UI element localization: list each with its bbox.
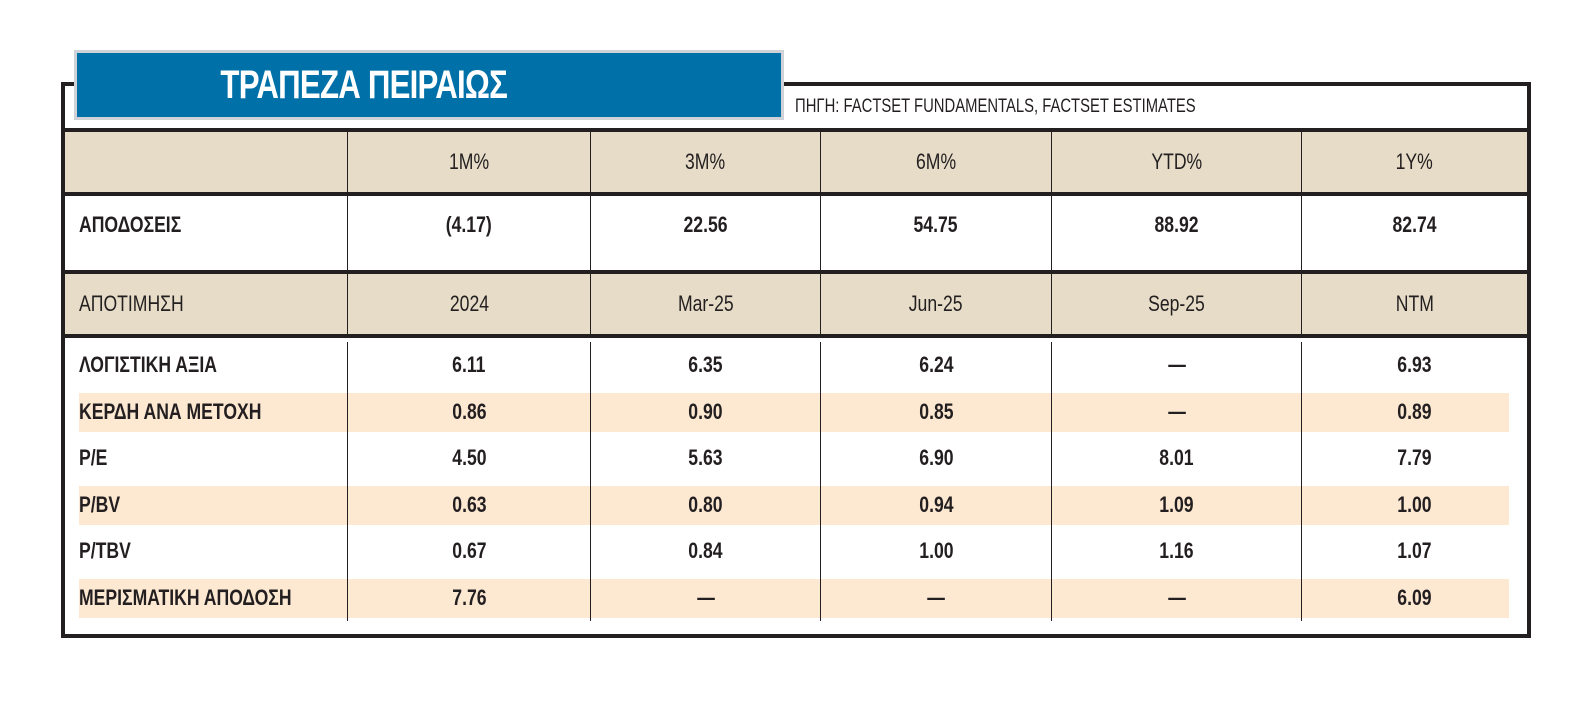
title-banner-inner: ΤΡΑΠΕΖΑ ΠΕΙΡΑΙΩΣ	[77, 53, 781, 117]
table-cell: 1.00	[1301, 481, 1527, 528]
table-cell: 1.16	[1051, 528, 1301, 575]
row-label: ΑΠΟΔΟΣΕΙΣ	[79, 212, 182, 237]
table-cell: —	[590, 574, 820, 621]
header-cell-valuation: ΑΠΟΤΙΜΗΣΗ	[79, 291, 184, 316]
table-row-dividend-yield: ΜΕΡΙΣΜΑΤΙΚΗ ΑΠΟΔΟΣΗ 7.76 — — — 6.09	[65, 574, 1527, 621]
table-row-pbv: P/BV 0.63 0.80 0.94 1.09 1.00	[65, 481, 1527, 528]
table-cell: 6.24	[820, 342, 1051, 389]
table-cell: (4.17)	[347, 196, 590, 270]
stock-data-table: 1M% 3M% 6M% YTD% 1Y% ΑΠΟΔΟΣΕΙΣ (4.17) 22…	[65, 128, 1527, 629]
table-cell: 4.50	[347, 435, 590, 482]
table-cell: 6.11	[347, 342, 590, 389]
header-cell-mar25: Mar-25	[590, 274, 820, 334]
table-cell: 6.90	[820, 435, 1051, 482]
table-cell: 6.93	[1301, 342, 1527, 389]
source-note: ΠΗΓΗ: FACTSET FUNDAMENTALS, FACTSET ESTI…	[795, 96, 1196, 117]
performance-row: ΑΠΟΔΟΣΕΙΣ (4.17) 22.56 54.75 88.92 82.74	[65, 196, 1527, 270]
table-cell: 6.09	[1301, 574, 1527, 621]
table-cell: 0.94	[820, 481, 1051, 528]
table-cell: 0.86	[347, 388, 590, 435]
table-cell: 0.84	[590, 528, 820, 575]
table-cell: 7.79	[1301, 435, 1527, 482]
header-cell-6m: 6M%	[820, 132, 1051, 192]
table-cell: —	[1051, 388, 1301, 435]
valuation-body: ΛΟΓΙΣΤΙΚΗ ΑΞΙΑ 6.11 6.35 6.24 — 6.93 ΚΕΡ…	[65, 342, 1527, 629]
performance-header-row: 1M% 3M% 6M% YTD% 1Y%	[65, 128, 1527, 196]
header-cell-sep25: Sep-25	[1051, 274, 1301, 334]
table-cell: 54.75	[820, 196, 1051, 270]
table-cell: 0.80	[590, 481, 820, 528]
table-row-book-value: ΛΟΓΙΣΤΙΚΗ ΑΞΙΑ 6.11 6.35 6.24 — 6.93	[65, 342, 1527, 389]
table-cell: 0.89	[1301, 388, 1527, 435]
header-cell-ytd: YTD%	[1051, 132, 1301, 192]
page-title: ΤΡΑΠΕΖΑ ΠΕΙΡΑΙΩΣ	[220, 62, 508, 107]
table-cell: 82.74	[1301, 196, 1527, 270]
header-cell-1y: 1Y%	[1301, 132, 1527, 192]
table-cell: —	[1051, 574, 1301, 621]
row-label: P/E	[79, 445, 108, 471]
table-row-ptbv: P/TBV 0.67 0.84 1.00 1.16 1.07	[65, 528, 1527, 575]
table-cell: —	[820, 574, 1051, 621]
table-cell: 0.90	[590, 388, 820, 435]
header-cell-3m: 3M%	[590, 132, 820, 192]
table-cell: 0.63	[347, 481, 590, 528]
table-cell: 22.56	[590, 196, 820, 270]
row-label: ΛΟΓΙΣΤΙΚΗ ΑΞΙΑ	[79, 352, 217, 378]
row-label: ΜΕΡΙΣΜΑΤΙΚΗ ΑΠΟΔΟΣΗ	[79, 584, 292, 610]
valuation-header-row: ΑΠΟΤΙΜΗΣΗ 2024 Mar-25 Jun-25 Sep-25 NTM	[65, 270, 1527, 338]
table-cell: 0.67	[347, 528, 590, 575]
header-cell-2024: 2024	[347, 274, 590, 334]
table-cell: 0.85	[820, 388, 1051, 435]
header-cell-1m: 1M%	[347, 132, 590, 192]
table-cell: 1.00	[820, 528, 1051, 575]
table-row-eps: ΚΕΡΔΗ ΑΝΑ ΜΕΤΟΧΗ 0.86 0.90 0.85 — 0.89	[65, 388, 1527, 435]
table-cell: 1.07	[1301, 528, 1527, 575]
table-cell: 6.35	[590, 342, 820, 389]
table-cell: 88.92	[1051, 196, 1301, 270]
table-cell: —	[1051, 342, 1301, 389]
table-cell: 1.09	[1051, 481, 1301, 528]
table-cell: 5.63	[590, 435, 820, 482]
table-frame	[61, 82, 1531, 638]
row-label: P/BV	[79, 491, 121, 517]
table-cell: 8.01	[1051, 435, 1301, 482]
row-label: ΚΕΡΔΗ ΑΝΑ ΜΕΤΟΧΗ	[79, 398, 262, 424]
table-cell: 7.76	[347, 574, 590, 621]
header-cell-jun25: Jun-25	[820, 274, 1051, 334]
row-label: P/TBV	[79, 538, 131, 564]
title-banner: ΤΡΑΠΕΖΑ ΠΕΙΡΑΙΩΣ	[74, 50, 784, 120]
table-row-pe: P/E 4.50 5.63 6.90 8.01 7.79	[65, 435, 1527, 482]
header-cell	[65, 132, 347, 192]
header-cell-ntm: NTM	[1301, 274, 1527, 334]
